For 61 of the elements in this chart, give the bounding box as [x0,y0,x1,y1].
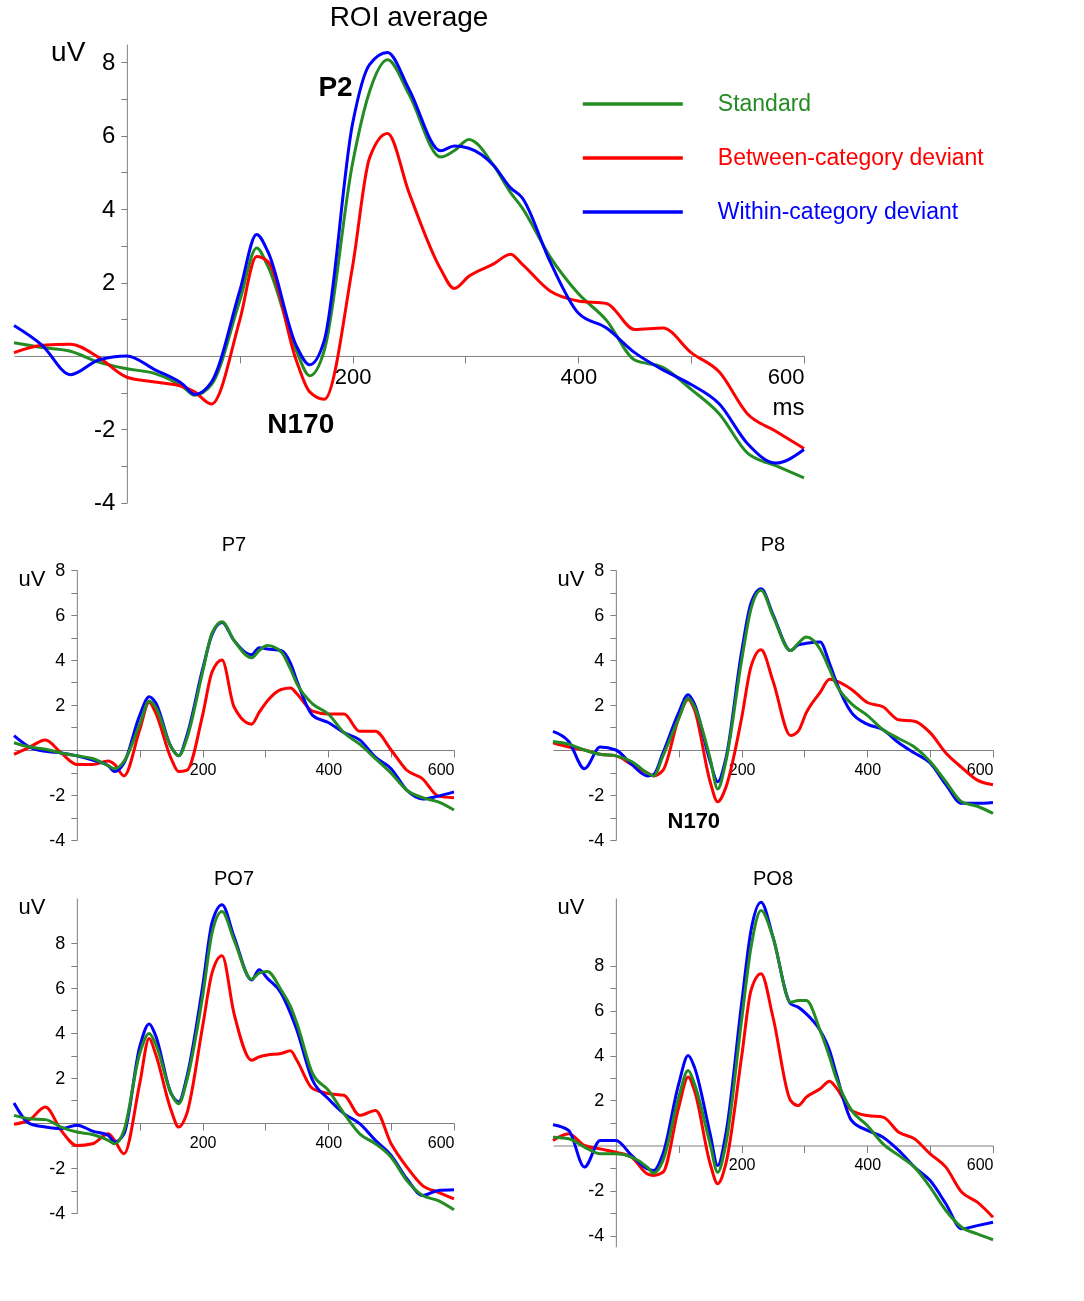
y-tick-label: -2 [588,784,605,805]
y-tick-label: -4 [49,1202,66,1223]
y-axis-title: uV [557,893,585,919]
x-axis-title: ms [772,393,805,421]
y-tick-label: 2 [55,694,66,715]
y-tick-label: 4 [102,194,116,222]
chart-title: ROI average [329,1,489,32]
x-tick-label: 400 [315,760,343,778]
y-tick-label: -2 [49,1157,66,1178]
y-tick-label: 6 [594,1000,605,1020]
y-tick-label: 4 [594,649,605,670]
x-tick-label: 400 [854,760,882,778]
y-tick-label: 4 [594,1045,605,1065]
x-tick-label: 600 [767,364,805,390]
chart-title: P8 [760,533,786,555]
chart-title: PO8 [752,867,794,889]
y-tick-label: 4 [55,1022,66,1043]
y-axis-title: uV [18,565,46,591]
y-axis-title: uV [557,565,585,591]
y-tick-label: 2 [102,268,116,296]
x-tick-label: 200 [189,760,217,778]
chart-title: P7 [221,533,247,555]
x-tick-label: 600 [966,1156,994,1173]
x-tick-label: 200 [728,1156,756,1173]
y-axis-title: uV [51,35,86,67]
y-tick-label: -2 [588,1180,605,1200]
y-tick-label: 2 [55,1067,66,1088]
y-tick-label: 2 [594,1090,605,1110]
y-tick-label: 8 [102,47,116,75]
x-tick-label: 600 [427,760,455,778]
y-tick-label: -4 [588,829,605,850]
annotation: P2 [318,71,353,103]
x-tick-label: 400 [315,1133,343,1151]
annotation: N170 [267,407,335,439]
x-tick-label: 200 [189,1133,217,1151]
y-tick-label: 8 [594,559,605,580]
y-tick-label: 8 [55,932,66,953]
annotation: N170 [667,808,721,834]
y-tick-label: 6 [55,604,66,625]
y-tick-label: 6 [102,121,116,149]
y-tick-label: 2 [594,694,605,715]
y-tick-label: 6 [55,977,66,998]
legend-label: Between-category deviant [717,144,985,170]
chart-title: PO7 [213,867,255,889]
x-tick-label: 600 [427,1133,455,1151]
y-tick-label: -4 [49,829,66,850]
x-tick-label: 400 [560,364,598,390]
legend-label: Within-category deviant [717,198,959,224]
legend-label: Standard [717,90,812,116]
y-tick-label: -4 [588,1225,605,1245]
y-tick-label: -2 [49,784,66,805]
x-tick-label: 600 [966,760,994,778]
y-tick-label: -2 [94,414,116,442]
y-tick-label: 4 [55,649,66,670]
y-tick-label: 8 [594,955,605,975]
y-tick-label: -4 [94,488,116,516]
x-tick-label: 200 [334,364,372,390]
y-tick-label: 6 [594,604,605,625]
y-axis-title: uV [18,893,46,919]
x-tick-label: 400 [854,1156,882,1173]
y-tick-label: 8 [55,559,66,580]
